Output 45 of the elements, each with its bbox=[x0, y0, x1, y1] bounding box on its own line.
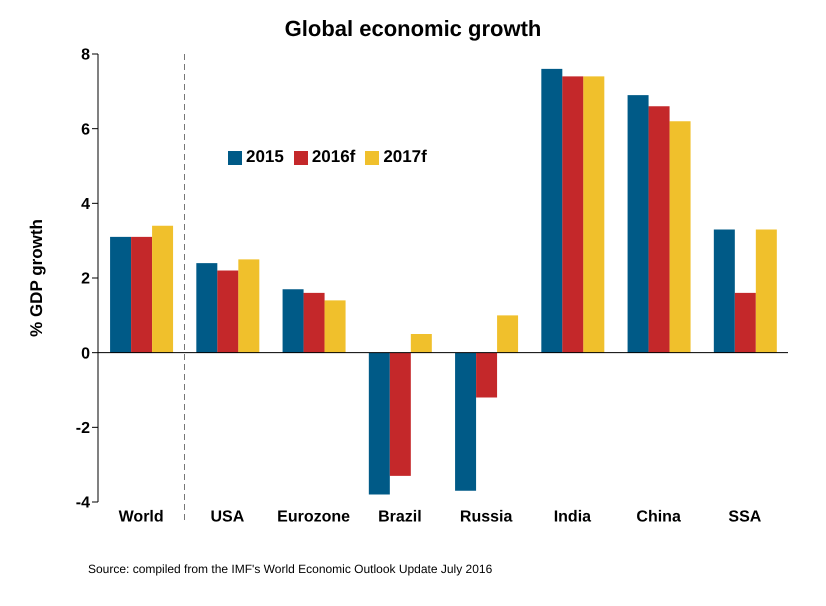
bar bbox=[497, 315, 518, 353]
bar bbox=[282, 289, 304, 353]
y-tick-label: -2 bbox=[76, 420, 90, 438]
x-tick-label: World bbox=[118, 508, 164, 526]
bar bbox=[131, 236, 152, 353]
y-tick-label: 4 bbox=[81, 196, 90, 214]
bar bbox=[734, 292, 756, 353]
bar bbox=[304, 292, 325, 353]
x-tick-label: India bbox=[554, 508, 592, 526]
bar bbox=[196, 263, 218, 353]
y-tick-label: 2 bbox=[81, 270, 90, 288]
y-tick-label: 0 bbox=[81, 345, 90, 362]
bar bbox=[541, 68, 562, 353]
x-tick-label: Brazil bbox=[378, 508, 422, 526]
bar bbox=[756, 229, 777, 353]
legend-label: 2017f bbox=[383, 147, 427, 166]
legend-label: 2016f bbox=[312, 147, 356, 166]
bar bbox=[152, 226, 174, 353]
bar bbox=[476, 352, 498, 398]
y-tick-label: 6 bbox=[81, 121, 90, 138]
source-note: Source: compiled from the IMF's World Economic Outlook Update July 2016 bbox=[87, 562, 494, 576]
bar bbox=[455, 352, 476, 491]
bar bbox=[324, 300, 346, 353]
bar bbox=[714, 229, 735, 353]
x-tick-label: China bbox=[636, 508, 681, 526]
bar bbox=[110, 236, 132, 353]
y-tick-label: 8 bbox=[81, 46, 90, 64]
bar bbox=[628, 95, 649, 353]
x-tick-label: USA bbox=[210, 508, 245, 526]
bar bbox=[368, 352, 390, 495]
bar bbox=[410, 334, 432, 353]
bar bbox=[583, 76, 604, 353]
bar bbox=[648, 106, 670, 353]
y-tick-label: -4 bbox=[76, 494, 90, 512]
x-tick-label: Russia bbox=[460, 508, 512, 526]
bar bbox=[670, 121, 691, 353]
y-axis-title: % GDP growth bbox=[27, 219, 46, 337]
bar bbox=[217, 270, 238, 353]
chart-title: Global economic growth bbox=[284, 15, 542, 42]
bar bbox=[390, 352, 411, 476]
bar bbox=[562, 76, 584, 353]
x-tick-label: SSA bbox=[728, 508, 762, 526]
bar bbox=[238, 259, 260, 353]
legend-label: 2015 bbox=[246, 147, 284, 166]
x-tick-label: Eurozone bbox=[277, 508, 350, 526]
